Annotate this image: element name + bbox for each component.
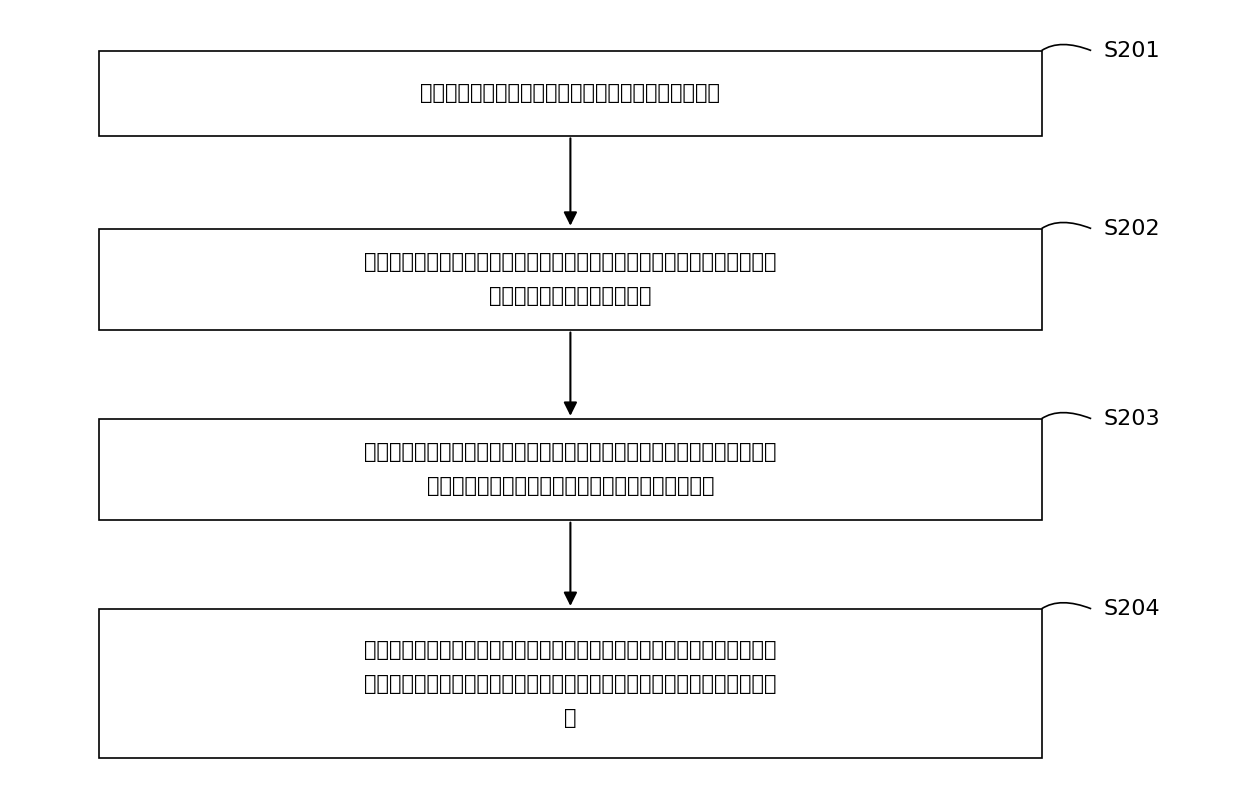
FancyBboxPatch shape <box>99 609 1042 759</box>
Text: 根据所述工频补偿的目标量生成驱动信号，驱动所述耦合电抗器的两个绕组: 根据所述工频补偿的目标量生成驱动信号，驱动所述耦合电抗器的两个绕组 <box>365 640 776 659</box>
FancyBboxPatch shape <box>99 229 1042 330</box>
Text: 确定耦合电抗器的每个绕组连接的逆变拓扑输出的电压: 确定耦合电抗器的每个绕组连接的逆变拓扑输出的电压 <box>420 83 720 103</box>
FancyBboxPatch shape <box>99 51 1042 135</box>
Text: 将包含所述耦合电抗器和所述逆变拓扑的逆变电路在并网之前确定的磁链的: 将包含所述耦合电抗器和所述逆变拓扑的逆变电路在并网之前确定的磁链的 <box>365 443 776 462</box>
Text: 分别连接的逆变拓扑中的开关器件，使得补偿后的工频补偿的目标量趋近于: 分别连接的逆变拓扑中的开关器件，使得补偿后的工频补偿的目标量趋近于 <box>365 674 776 693</box>
Text: S201: S201 <box>1104 40 1161 61</box>
Text: S202: S202 <box>1104 218 1161 239</box>
Text: S204: S204 <box>1104 599 1161 619</box>
Text: 根据所述耦合电抗器的每个绕组连接的逆变拓扑输出的电压，确定所述耦合: 根据所述耦合电抗器的每个绕组连接的逆变拓扑输出的电压，确定所述耦合 <box>365 252 776 272</box>
FancyBboxPatch shape <box>99 419 1042 520</box>
Text: 零: 零 <box>564 708 577 727</box>
Text: S203: S203 <box>1104 409 1161 429</box>
Text: 电抗器的两个绕组的磁链之差: 电抗器的两个绕组的磁链之差 <box>489 286 652 306</box>
Text: 校正量与所述磁链之差的和，作为工频补偿的目标量: 校正量与所述磁链之差的和，作为工频补偿的目标量 <box>427 477 714 496</box>
